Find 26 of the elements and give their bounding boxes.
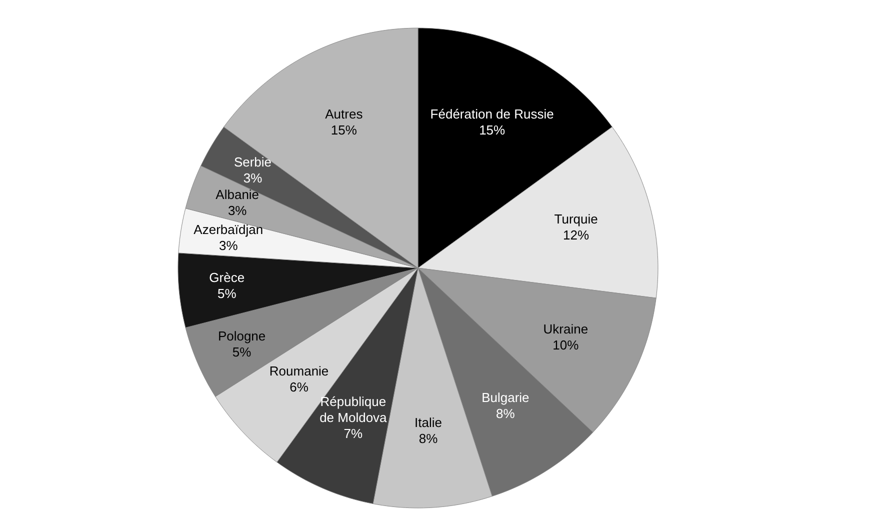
data-label: 15% [479, 122, 506, 138]
data-label: 6% [290, 380, 309, 395]
data-label: 8% [418, 430, 438, 446]
slice-label: Fédération de Russie [430, 106, 554, 122]
data-label: 12% [563, 227, 590, 242]
slice-label: Turquie [554, 211, 598, 226]
data-label: 7% [344, 426, 364, 441]
data-label: 15% [330, 122, 358, 138]
slice-label: Roumanie [269, 364, 329, 379]
slice-label: Bulgarie [482, 390, 530, 405]
slice-label: Albanie [216, 186, 260, 202]
data-label: 5% [217, 286, 237, 302]
slice-label: Serbie [234, 154, 272, 170]
data-label: 3% [228, 202, 248, 218]
slice-label: Grèce [209, 270, 245, 286]
slice-label: République de Moldova [320, 394, 388, 425]
data-label: 5% [232, 344, 252, 360]
slice-label: Azerbaïdjan [194, 222, 264, 237]
slice-label: Autres [325, 106, 364, 122]
slice-label: Ukraine [543, 321, 588, 336]
data-label: 3% [243, 170, 263, 186]
data-label: 8% [496, 406, 516, 421]
data-label: 3% [218, 238, 238, 253]
slice-label: Pologne [218, 328, 266, 344]
slice-label: Italie [414, 414, 442, 430]
data-label: 10% [552, 337, 580, 352]
